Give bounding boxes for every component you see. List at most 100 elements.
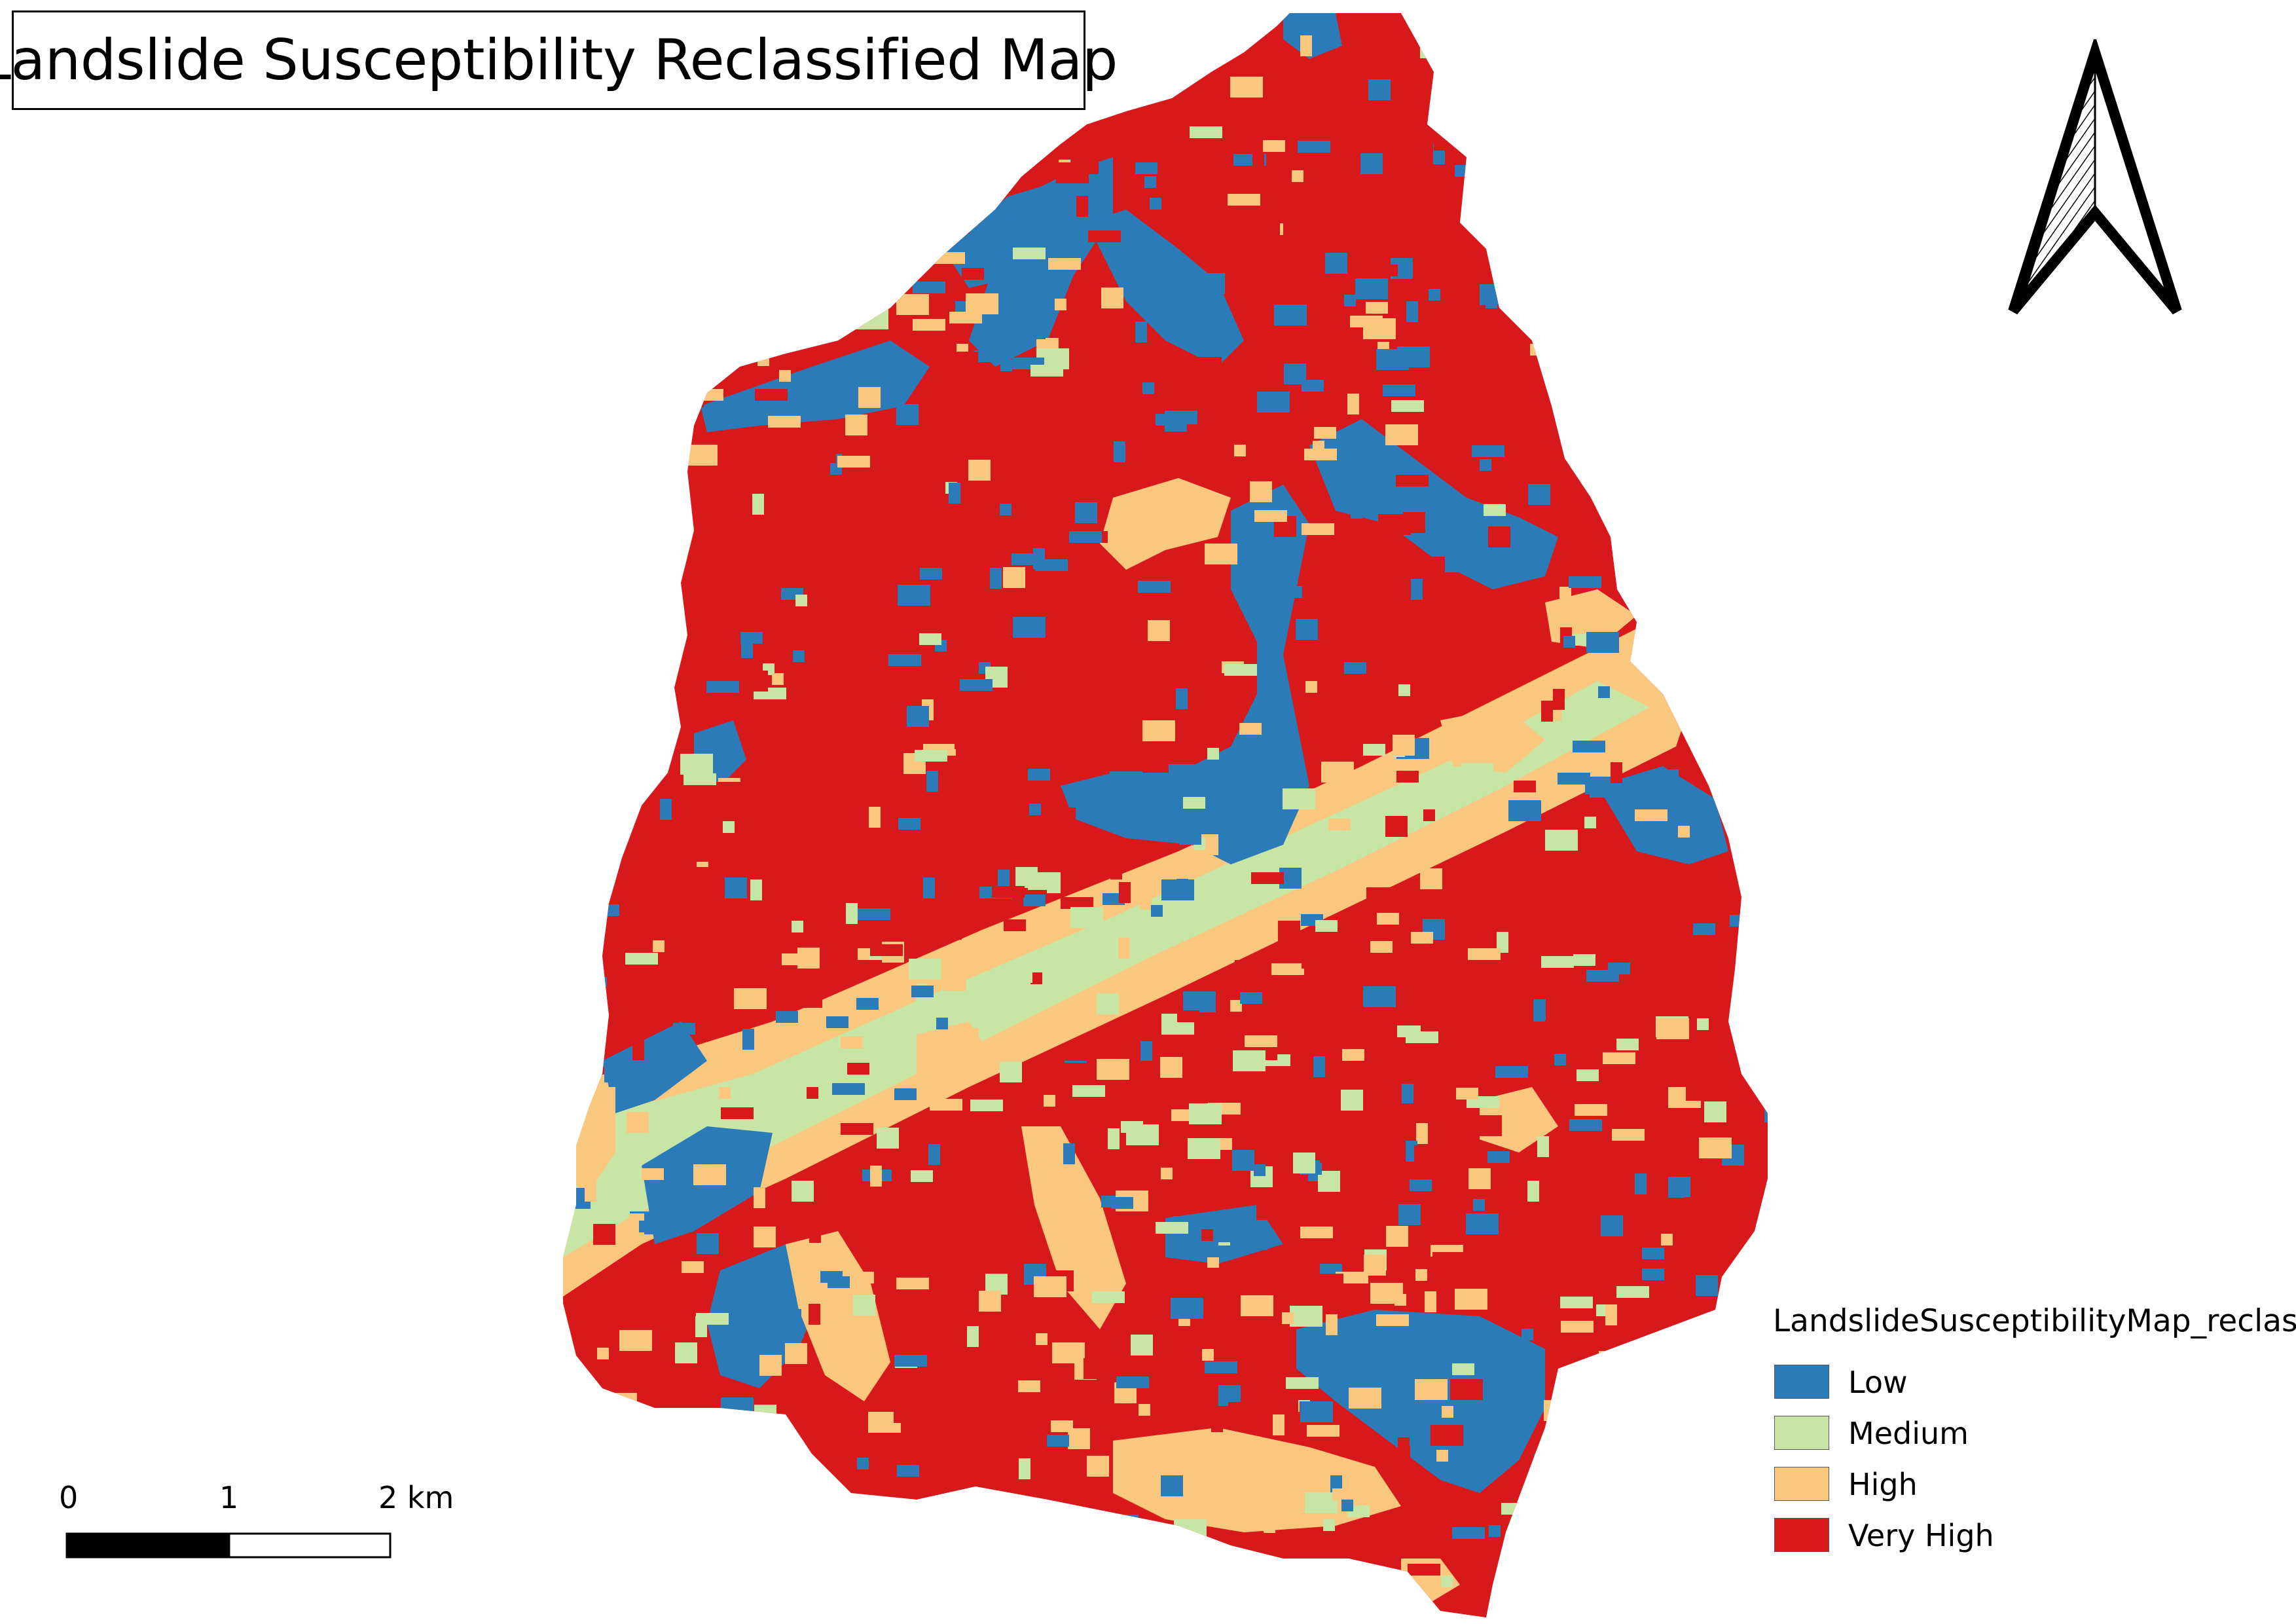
- raster-cell: [1480, 284, 1502, 305]
- raster-cell: [1709, 456, 1721, 477]
- raster-cell: [945, 766, 978, 786]
- raster-cell: [1156, 414, 1188, 426]
- raster-cell: [1015, 867, 1038, 888]
- raster-cell: [1411, 932, 1433, 944]
- raster-cell: [1594, 1438, 1627, 1459]
- raster-cell: [1296, 619, 1318, 640]
- raster-cell: [656, 617, 668, 638]
- raster-cell: [593, 1584, 626, 1605]
- raster-cell: [1604, 181, 1626, 193]
- raster-cell: [1311, 1274, 1343, 1285]
- raster-cell: [1349, 1388, 1381, 1409]
- raster-cell: [1696, 526, 1718, 547]
- raster-cell: [1298, 141, 1330, 153]
- raster-cell: [1691, 645, 1703, 657]
- raster-cell: [1724, 184, 1757, 196]
- raster-cell: [1187, 424, 1220, 436]
- scale-label-1: 1: [219, 1480, 239, 1515]
- raster-cell: [577, 1587, 589, 1608]
- raster-cell: [627, 1112, 649, 1133]
- raster-cell: [1402, 1082, 1413, 1103]
- raster-cell: [1036, 1333, 1048, 1345]
- raster-cell: [1553, 689, 1565, 710]
- raster-cell: [1398, 684, 1410, 696]
- raster-cell: [1029, 803, 1041, 815]
- raster-cell: [1183, 797, 1205, 809]
- raster-cell: [752, 494, 764, 515]
- raster-cell: [949, 1532, 971, 1553]
- raster-cell: [1541, 956, 1574, 968]
- raster-cell: [1398, 1204, 1421, 1225]
- raster-cell: [1653, 1209, 1665, 1230]
- raster-cell: [877, 1128, 899, 1149]
- raster-cell: [898, 585, 930, 606]
- raster-cell: [1239, 723, 1262, 735]
- raster-cell: [1034, 1319, 1066, 1331]
- raster-cell: [1383, 384, 1415, 396]
- raster-cell: [1290, 586, 1302, 598]
- raster-cell: [1424, 1527, 1446, 1548]
- raster-cell: [1603, 1052, 1635, 1064]
- raster-cell: [653, 940, 665, 952]
- raster-cell: [949, 483, 960, 504]
- raster-cell: [884, 171, 917, 192]
- raster-cell: [611, 703, 633, 714]
- raster-cell: [1527, 1181, 1539, 1202]
- raster-cell: [919, 163, 930, 184]
- raster-cell: [1228, 194, 1260, 206]
- raster-cell: [1672, 26, 1705, 47]
- raster-cell: [1514, 781, 1536, 792]
- low-zone-southwest: [602, 1022, 707, 1113]
- raster-cell: [1053, 268, 1065, 289]
- raster-cell: [563, 1473, 575, 1485]
- raster-cell: [682, 1261, 704, 1273]
- raster-cell: [1492, 88, 1514, 100]
- raster-cell: [753, 1438, 786, 1450]
- raster-cell: [1313, 1056, 1325, 1077]
- raster-cell: [1036, 338, 1059, 350]
- raster-cell: [771, 893, 782, 913]
- raster-cell: [1480, 459, 1491, 471]
- raster-cell: [1256, 1199, 1268, 1220]
- raster-cell: [1747, 1301, 1759, 1321]
- raster-cell: [1341, 1500, 1353, 1511]
- scale-label-2: 2 km: [378, 1480, 454, 1515]
- raster-cell: [1003, 567, 1025, 588]
- raster-cell: [870, 1166, 882, 1187]
- raster-cell: [1393, 735, 1415, 756]
- raster-cell: [1268, 219, 1280, 240]
- raster-cell: [726, 210, 748, 222]
- raster-cell: [1201, 1229, 1213, 1241]
- raster-cell: [1412, 557, 1445, 578]
- raster-cell: [841, 1123, 873, 1135]
- raster-cell: [1386, 1226, 1408, 1247]
- raster-cell: [1693, 923, 1715, 935]
- legend-swatch-low: [1774, 1365, 1829, 1399]
- raster-cell: [1635, 1173, 1647, 1194]
- raster-cell: [1021, 1584, 1043, 1605]
- raster-cell: [1528, 484, 1550, 505]
- medium-zone-valley: [563, 681, 1650, 1257]
- raster-cell: [1267, 285, 1300, 297]
- raster-cell: [1131, 1335, 1153, 1356]
- raster-cell: [1315, 920, 1338, 932]
- raster-cell: [1048, 258, 1081, 270]
- raster-cell: [807, 1087, 818, 1099]
- raster-cell: [1730, 915, 1762, 927]
- raster-cell: [1205, 544, 1237, 564]
- raster-cell: [1293, 1153, 1315, 1173]
- raster-cell: [1030, 972, 1042, 984]
- legend-label-low: Low: [1848, 1365, 1908, 1400]
- raster-cell: [1211, 1420, 1223, 1432]
- raster-cell: [746, 1314, 768, 1335]
- raster-cell: [1719, 1446, 1752, 1467]
- raster-cell: [687, 851, 709, 862]
- raster-cell: [1569, 576, 1601, 588]
- raster-cell: [772, 673, 784, 685]
- raster-cell: [1147, 107, 1180, 119]
- raster-cell: [1355, 278, 1388, 299]
- raster-cell: [1632, 333, 1665, 344]
- raster-cell: [1202, 1349, 1214, 1361]
- raster-cell: [1374, 367, 1396, 388]
- raster-cell: [1732, 167, 1743, 179]
